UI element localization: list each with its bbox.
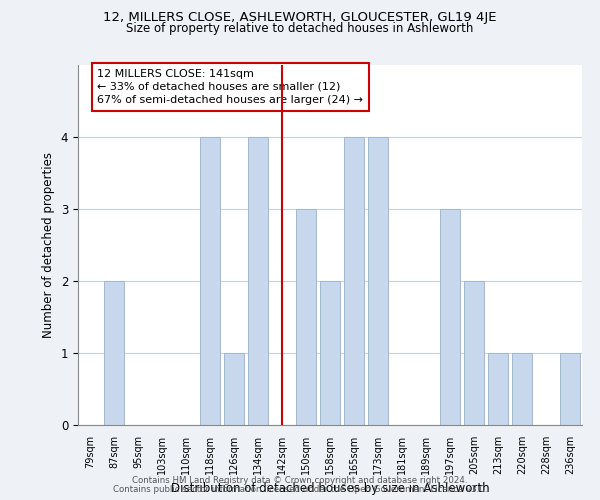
Bar	[224, 353, 244, 425]
Bar	[440, 209, 460, 425]
Bar	[344, 137, 364, 425]
Bar	[296, 209, 316, 425]
Bar	[512, 353, 532, 425]
Bar	[368, 137, 388, 425]
Bar	[248, 137, 268, 425]
Y-axis label: Number of detached properties: Number of detached properties	[42, 152, 55, 338]
X-axis label: Distribution of detached houses by size in Ashleworth: Distribution of detached houses by size …	[170, 482, 490, 496]
Bar	[464, 281, 484, 425]
Text: Contains HM Land Registry data © Crown copyright and database right 2024.: Contains HM Land Registry data © Crown c…	[132, 476, 468, 485]
Text: Size of property relative to detached houses in Ashleworth: Size of property relative to detached ho…	[127, 22, 473, 35]
Text: 12, MILLERS CLOSE, ASHLEWORTH, GLOUCESTER, GL19 4JE: 12, MILLERS CLOSE, ASHLEWORTH, GLOUCESTE…	[103, 11, 497, 24]
Text: 12 MILLERS CLOSE: 141sqm
← 33% of detached houses are smaller (12)
67% of semi-d: 12 MILLERS CLOSE: 141sqm ← 33% of detach…	[97, 68, 363, 105]
Bar	[488, 353, 508, 425]
Bar	[104, 281, 124, 425]
Bar	[320, 281, 340, 425]
Text: Contains public sector information licensed under the Open Government Licence v3: Contains public sector information licen…	[113, 485, 487, 494]
Bar	[560, 353, 580, 425]
Bar	[200, 137, 220, 425]
